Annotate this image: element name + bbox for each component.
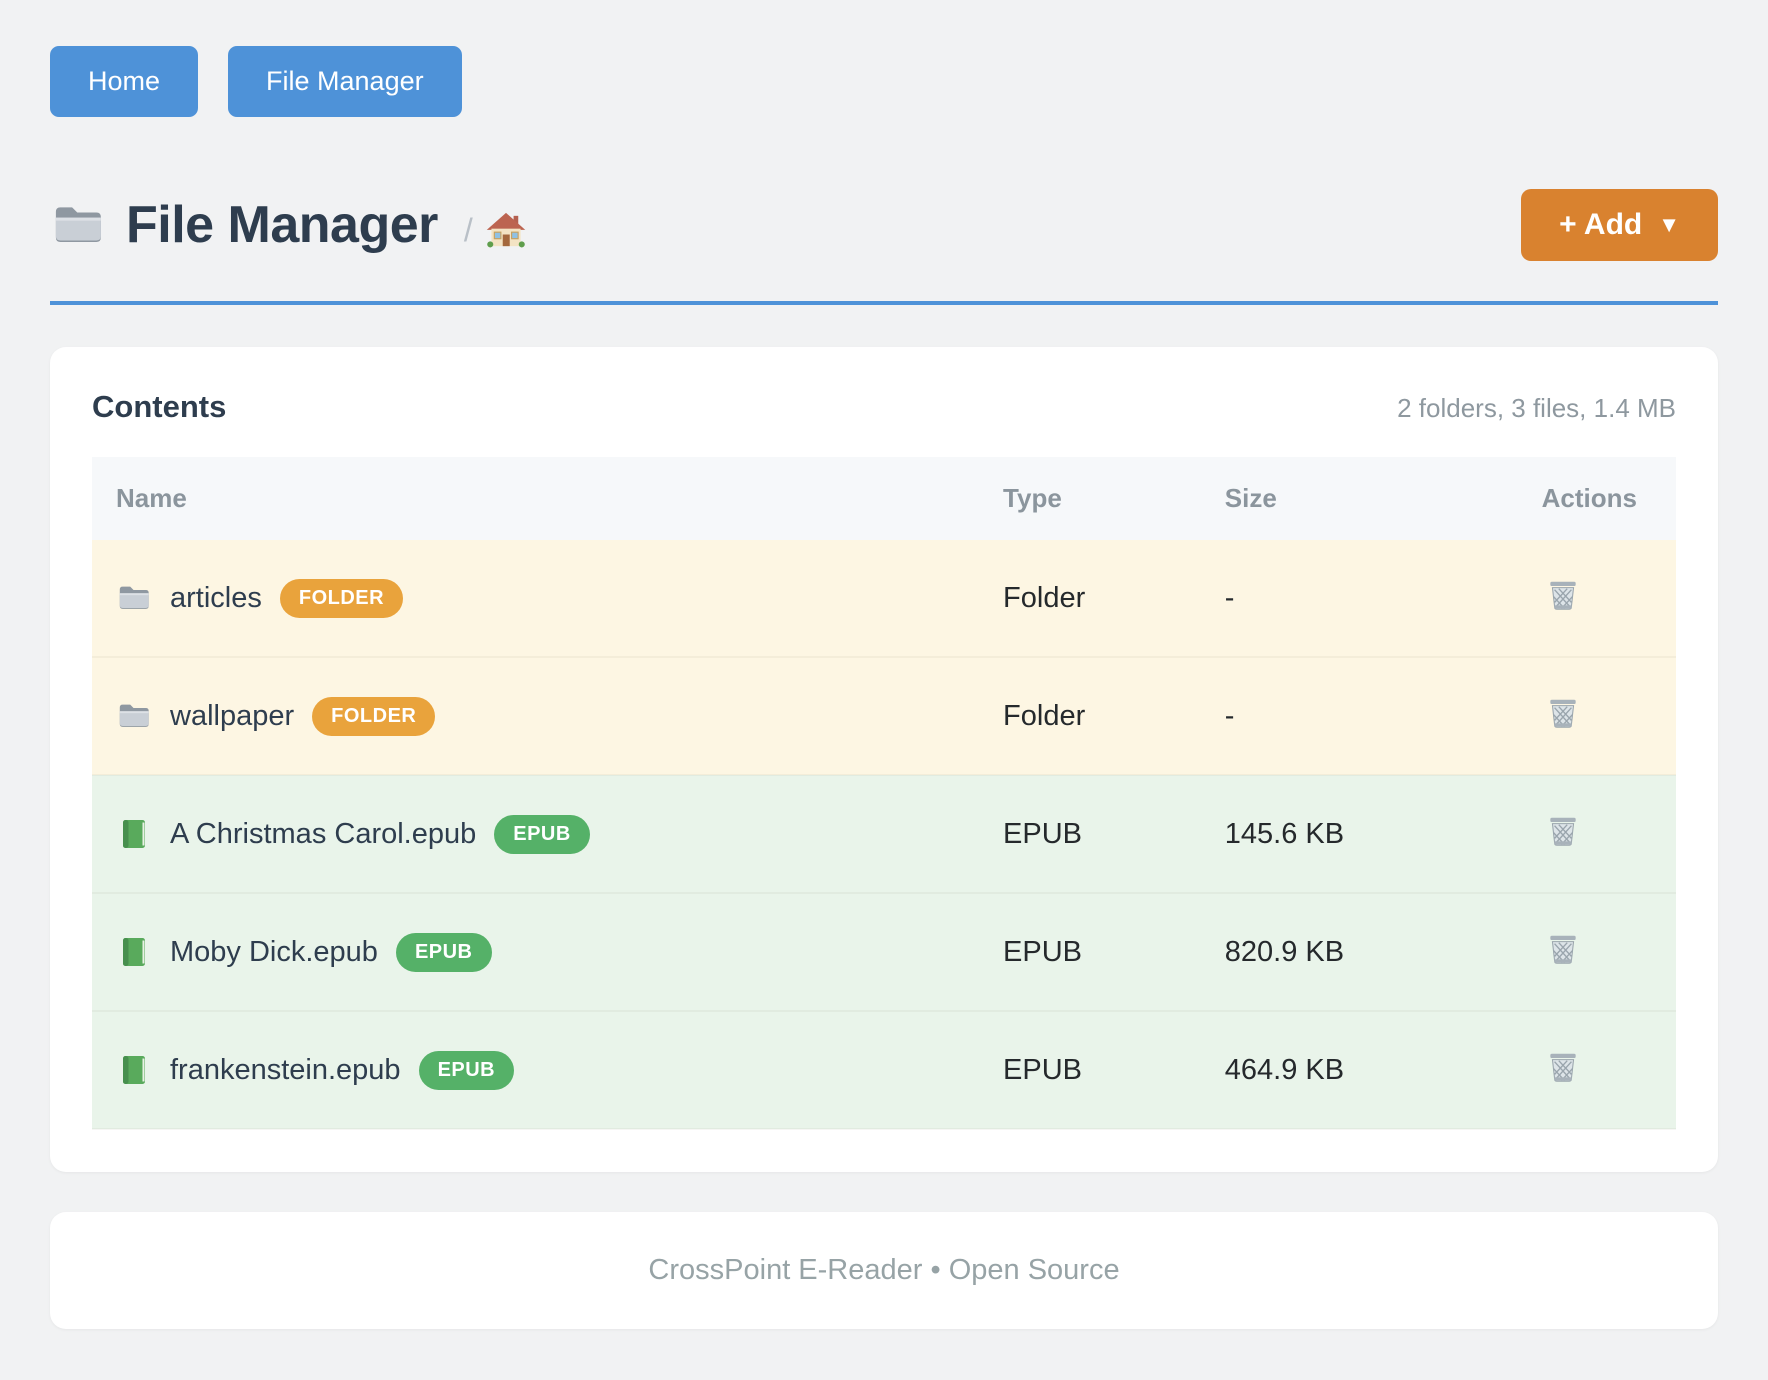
table-row[interactable]: articles FOLDER Folder -	[92, 540, 1676, 657]
table-header: Name Type Size Actions	[92, 457, 1676, 540]
top-nav: Home File Manager	[50, 0, 1718, 117]
table-row[interactable]: wallpaper FOLDER Folder -	[92, 657, 1676, 775]
trash-icon	[1549, 935, 1576, 964]
contents-header: Contents 2 folders, 3 files, 1.4 MB	[92, 389, 1676, 425]
page-header: File Manager / + Add ▼	[50, 189, 1718, 261]
item-type: EPUB	[1003, 1053, 1083, 1086]
delete-button[interactable]	[1542, 1046, 1584, 1088]
item-size: 464.9 KB	[1224, 1053, 1345, 1086]
contents-table: Name Type Size Actions articles FOLDER F…	[92, 457, 1676, 1130]
type-badge: EPUB	[418, 1050, 515, 1090]
table-row[interactable]: frankenstein.epub EPUB EPUB 464.9 KB	[92, 1011, 1676, 1129]
type-badge: FOLDER	[279, 578, 404, 618]
item-name[interactable]: Moby Dick.epub	[170, 935, 378, 968]
type-badge: EPUB	[395, 932, 492, 972]
folder-icon	[119, 586, 149, 609]
table-row[interactable]: Moby Dick.epub EPUB EPUB 820.9 KB	[92, 893, 1676, 1011]
trash-icon	[1549, 817, 1576, 846]
item-size: 820.9 KB	[1224, 935, 1345, 968]
contents-card: Contents 2 folders, 3 files, 1.4 MB Name…	[50, 347, 1718, 1172]
book-icon	[123, 1056, 145, 1084]
type-badge: EPUB	[494, 814, 590, 854]
delete-button[interactable]	[1542, 574, 1584, 616]
trash-icon	[1549, 699, 1576, 728]
title-wrap: File Manager /	[50, 195, 527, 255]
title-divider	[50, 301, 1718, 305]
contents-summary: 2 folders, 3 files, 1.4 MB	[1397, 393, 1676, 423]
folder-icon	[119, 704, 149, 727]
contents-heading: Contents	[92, 389, 227, 424]
column-header-name: Name	[92, 457, 980, 540]
column-header-actions: Actions	[1517, 457, 1676, 540]
item-size: -	[1224, 699, 1235, 732]
folder-icon	[55, 207, 101, 242]
item-name[interactable]: wallpaper	[170, 699, 295, 732]
item-name[interactable]: articles	[170, 581, 262, 614]
column-header-size: Size	[1200, 457, 1518, 540]
file-manager-page: Home File Manager File Manager / + Add ▼…	[50, 0, 1718, 1329]
book-icon	[123, 938, 145, 966]
trash-icon	[1549, 1053, 1576, 1082]
item-type: Folder	[1003, 699, 1086, 732]
type-badge: FOLDER	[312, 696, 436, 736]
item-size: -	[1224, 581, 1235, 614]
item-name[interactable]: A Christmas Carol.epub	[170, 817, 477, 850]
footer: CrossPoint E-Reader • Open Source	[50, 1212, 1718, 1329]
item-type: Folder	[1003, 581, 1086, 614]
home-icon[interactable]	[485, 210, 527, 252]
delete-button[interactable]	[1542, 928, 1584, 970]
item-size: 145.6 KB	[1224, 817, 1345, 850]
item-type: EPUB	[1003, 817, 1083, 850]
footer-text: CrossPoint E-Reader • Open Source	[648, 1254, 1120, 1286]
add-button[interactable]: + Add ▼	[1521, 189, 1718, 261]
chevron-down-icon: ▼	[1658, 212, 1680, 237]
nav-file-manager-button[interactable]: File Manager	[228, 46, 462, 117]
trash-icon	[1549, 581, 1576, 610]
delete-button[interactable]	[1542, 810, 1584, 852]
item-type: EPUB	[1003, 935, 1083, 968]
item-name[interactable]: frankenstein.epub	[170, 1053, 401, 1086]
contents-table-body: articles FOLDER Folder - wallpaper FOLDE…	[92, 540, 1676, 1129]
column-header-type: Type	[979, 457, 1201, 540]
breadcrumb-separator: /	[463, 211, 473, 248]
table-row[interactable]: A Christmas Carol.epub EPUB EPUB 145.6 K…	[92, 775, 1676, 893]
page-title: File Manager	[126, 196, 438, 254]
book-icon	[123, 820, 145, 848]
add-button-label: + Add	[1559, 208, 1643, 241]
nav-home-button[interactable]: Home	[50, 46, 199, 117]
delete-button[interactable]	[1542, 692, 1584, 734]
